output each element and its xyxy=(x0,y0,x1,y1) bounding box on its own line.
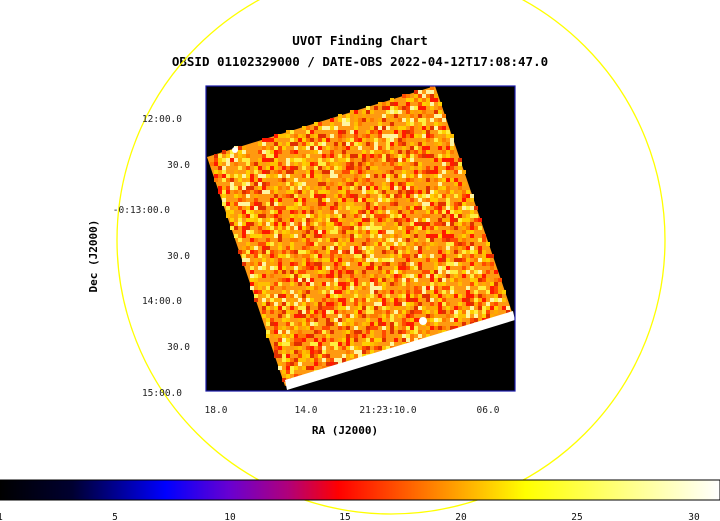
colorbar-tick-label: 20 xyxy=(455,512,467,521)
image-frame xyxy=(205,85,516,392)
exposure-edge xyxy=(285,311,515,390)
colorbar-tick-label: 25 xyxy=(571,512,582,521)
x-tick-label: 21:23:10.0 xyxy=(359,405,416,416)
colorbar-tick-label: 15 xyxy=(339,512,350,521)
field-of-view-circle xyxy=(116,0,666,515)
x-tick-label: 18.0 xyxy=(205,405,228,416)
y-tick-label: 14:00.0 xyxy=(142,296,182,307)
bright-source xyxy=(232,147,238,153)
colorbar xyxy=(0,479,720,501)
y-tick-label: 15:00.0 xyxy=(142,388,182,399)
x-tick-label: 14.0 xyxy=(295,405,318,416)
y-tick-label: -0:13:00.0 xyxy=(113,205,170,216)
chart-subtitle: OBSID 01102329000 / DATE-OBS 2022-04-12T… xyxy=(171,54,549,69)
y-tick-label: 30.0 xyxy=(167,160,190,171)
colorbar-tick-label: 30 xyxy=(688,512,700,521)
bright-source xyxy=(419,317,427,325)
colorbar-tick-label: 10 xyxy=(224,512,236,521)
x-tick-label: 06.0 xyxy=(477,405,500,416)
x-axis-label: RA (J2000) xyxy=(312,424,378,437)
colorbar-tick-label: 5 xyxy=(112,512,118,521)
y-axis-label: Dec (J2000) xyxy=(87,220,100,293)
chart-title: UVOT Finding Chart xyxy=(292,33,428,48)
y-tick-label: 30.0 xyxy=(167,251,190,262)
image-pixels xyxy=(210,86,510,386)
y-tick-label: 12:00.0 xyxy=(142,114,182,125)
y-tick-label: 30.0 xyxy=(167,342,190,353)
colorbar-tick-label: 1 xyxy=(0,512,3,521)
